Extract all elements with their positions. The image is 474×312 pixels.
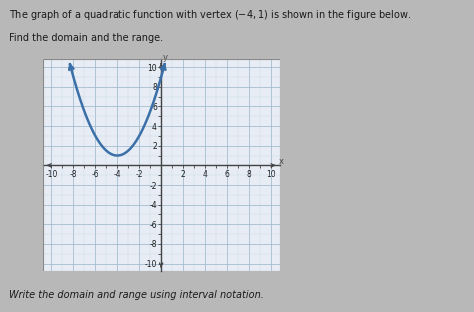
Text: y: y: [163, 53, 167, 62]
Text: x: x: [279, 157, 284, 166]
Text: The graph of a quadratic function with vertex $(-4, 1)$ is shown in the figure b: The graph of a quadratic function with v…: [9, 8, 412, 22]
Text: Write the domain and range using interval notation.: Write the domain and range using interva…: [9, 290, 264, 300]
Text: Find the domain and the range.: Find the domain and the range.: [9, 33, 164, 43]
